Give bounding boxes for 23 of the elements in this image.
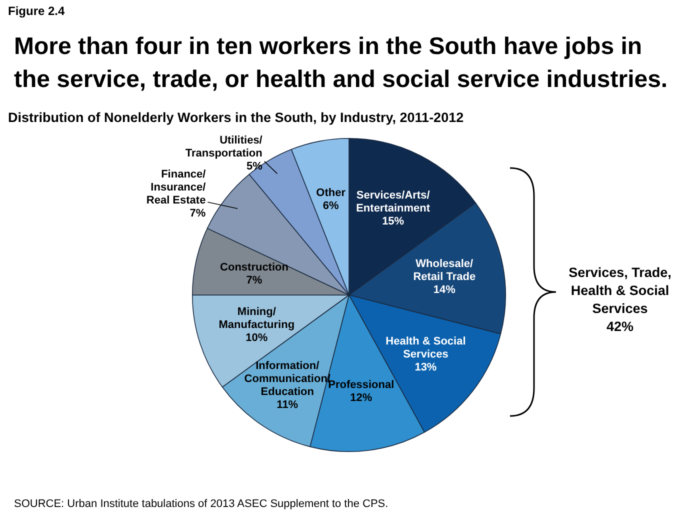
data-label: 6% (322, 200, 339, 212)
slice-label: Utilities/ Transportation (185, 134, 263, 160)
source-note: SOURCE: Urban Institute tabulations of 2013 ASEC Supplement to the CPS. (14, 498, 388, 510)
data-label: 15% (382, 216, 404, 228)
data-label: 14% (433, 284, 456, 296)
data-label: 11% (276, 399, 298, 412)
chart-title: More than four in ten workers in the South have jobs in the service, trade, or health and social service industries. (14, 32, 669, 95)
slice-label: Mining/ Manufacturing (218, 306, 295, 332)
data-label: 13% (414, 362, 437, 374)
slice-label: Services/Arts/ Entertainment (356, 190, 430, 215)
slice-label: Construction (220, 261, 289, 274)
slice-label: Finance/ Insurance/ Real Estate (146, 168, 206, 207)
slice-label: Health & Social Services (386, 336, 466, 361)
slice-label: Wholesale/ Retail Trade (413, 258, 476, 283)
data-label: 7% (190, 208, 206, 220)
text: Services, Trade, Health & Social Services 42% (568, 264, 672, 336)
data-label: 7% (246, 274, 262, 286)
data-label: 12% (350, 392, 372, 404)
caption: Figure 2.4 (8, 4, 65, 18)
chart-subtitle: Distribution of Nonelderly Workers in the South, by Industry, 2011-2012 (8, 110, 464, 125)
slice-label: Professional (328, 378, 394, 391)
slice-label: Other (316, 187, 346, 200)
data-label: 10% (246, 332, 268, 344)
